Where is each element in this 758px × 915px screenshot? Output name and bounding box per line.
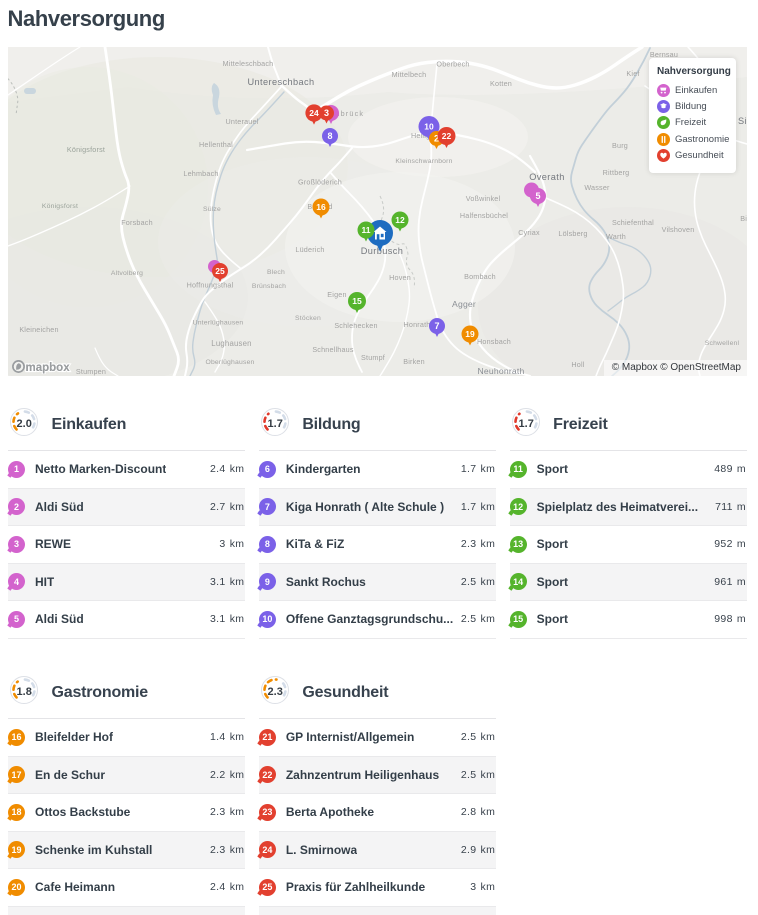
svg-text:Sülze: Sülze [203,206,221,213]
svg-text:Durbusch: Durbusch [361,246,404,256]
svg-text:8: 8 [327,131,332,141]
svg-text:3: 3 [324,108,329,118]
svg-text:Halfensbüchel: Halfensbüchel [460,211,508,220]
svg-text:Cyriax: Cyriax [518,228,540,237]
svg-text:Stumpen: Stumpen [76,367,106,376]
svg-text:24: 24 [309,108,319,118]
svg-text:Honsbach: Honsbach [477,337,511,346]
svg-text:22: 22 [442,131,452,141]
svg-text:Bernsau: Bernsau [650,50,678,59]
svg-text:Mitteleschbach: Mitteleschbach [223,59,274,68]
svg-text:Oberbech: Oberbech [436,60,469,69]
svg-text:Blech: Blech [267,269,285,276]
svg-text:Brünsbach: Brünsbach [252,283,286,290]
svg-text:7: 7 [434,321,439,331]
svg-text:Vilshoven: Vilshoven [662,225,695,234]
svg-text:Kotten: Kotten [490,79,512,88]
svg-text:Honrath: Honrath [404,320,431,329]
svg-text:Voßwinkel: Voßwinkel [466,194,501,203]
svg-text:Holl: Holl [571,360,584,369]
svg-text:Burg: Burg [612,141,628,150]
svg-text:1.7: 1.7 [267,418,282,430]
svg-text:2.3: 2.3 [267,686,282,698]
svg-text:12: 12 [395,215,405,225]
svg-text:mapbox: mapbox [26,362,71,374]
svg-text:Lehmbach: Lehmbach [183,169,218,178]
svg-text:Rittberg: Rittberg [603,168,630,177]
svg-text:Kleineichen: Kleineichen [19,325,58,334]
svg-text:16: 16 [316,202,326,212]
svg-text:Hoven: Hoven [389,273,411,282]
svg-text:Neuhonrath: Neuhonrath [478,366,525,376]
svg-text:Stumpf: Stumpf [361,353,385,362]
svg-text:Oberlüghausen: Oberlüghausen [205,359,254,366]
svg-text:Hellenthal: Hellenthal [199,140,233,149]
svg-text:1.8: 1.8 [17,686,32,698]
svg-text:Schiefenthal: Schiefenthal [612,218,654,227]
svg-text:2.0: 2.0 [17,418,32,430]
svg-text:1.7: 1.7 [518,418,533,430]
svg-text:Sie: Sie [738,116,747,126]
svg-text:Schwellenl: Schwellenl [705,340,740,347]
svg-text:25: 25 [215,266,225,276]
svg-text:Lölsberg: Lölsberg [558,229,587,238]
svg-text:Mittelbech: Mittelbech [392,70,427,79]
svg-text:10: 10 [424,122,434,132]
svg-text:Königsforst: Königsforst [42,203,78,210]
svg-text:Bir: Bir [740,214,747,223]
svg-text:Lughausen: Lughausen [211,339,251,348]
svg-text:mapbox: mapbox [26,362,71,374]
svg-text:Lüderich: Lüderich [295,245,324,254]
svg-text:Birken: Birken [403,357,425,366]
svg-text:19: 19 [465,329,475,339]
svg-text:2: 2 [434,134,439,144]
svg-text:11: 11 [362,225,371,235]
svg-text:Hoffnungsthal: Hoffnungsthal [187,281,234,290]
svg-text:Agger: Agger [452,299,476,309]
svg-text:Königsforst: Königsforst [67,145,105,154]
svg-text:Schlehecken: Schlehecken [334,321,377,330]
svg-text:5: 5 [535,191,540,201]
svg-text:Bombach: Bombach [464,272,496,281]
svg-text:Forsbach: Forsbach [121,218,153,227]
svg-text:Untereschbach: Untereschbach [248,77,315,87]
svg-text:Großlöderich: Großlöderich [298,178,342,187]
svg-text:Unterlüghausen: Unterlüghausen [193,320,244,327]
svg-text:Unterauel: Unterauel [226,117,259,126]
svg-text:Stöcken: Stöcken [295,315,321,322]
svg-text:Kleinschwarnborn: Kleinschwarnborn [395,158,452,165]
svg-text:Kief: Kief [626,69,639,78]
svg-text:Schnellhaus: Schnellhaus [312,345,354,354]
svg-text:15: 15 [352,296,362,306]
svg-text:Altvolberg: Altvolberg [111,270,143,277]
svg-text:Overath: Overath [529,172,564,182]
svg-text:Warth: Warth [606,232,626,241]
svg-text:Eigen: Eigen [327,290,346,299]
svg-text:Wasser: Wasser [584,183,610,192]
